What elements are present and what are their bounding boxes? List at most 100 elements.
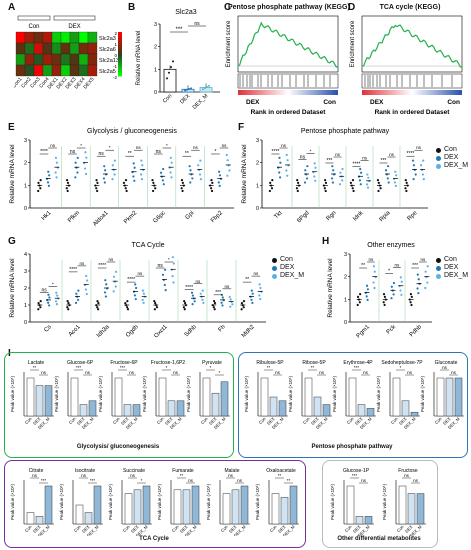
data-point [373,286,376,290]
heatmap-cell [69,64,80,77]
data-point [250,298,253,301]
y-tick-label: 3 [24,269,27,275]
data-point [180,179,184,182]
data-point [188,88,190,91]
sig-label: ns [136,145,142,150]
y-tick-label: 0 [24,320,27,326]
scale-tick: 0 [114,53,117,58]
data-point [366,298,369,301]
data-point [377,181,380,184]
data-point [169,171,172,174]
sig-label: ns [421,257,427,262]
data-point [139,173,143,176]
heatmap-panel: Con DEXSlc2a3Slc2a6Slc2a13Slc2a5Con1Con2C… [14,15,122,90]
heatmap-row-label: Slc2a13 [99,58,119,64]
y-tick-label: 0 [154,90,157,96]
y-tick-label: 2 [344,275,347,281]
data-point [306,177,309,180]
sig-label: ** [180,473,184,478]
data-point [390,285,393,288]
data-point [191,177,194,180]
legend-dot-dex [272,265,277,271]
x-tick-label: Con [73,524,82,533]
data-point [296,189,299,193]
bar [401,400,410,417]
sig-label: ns [41,370,47,375]
data-point [366,288,369,291]
bar [436,377,445,417]
data-point [210,187,213,190]
sig-label: ns [173,370,179,375]
y-axis-title: Peak value (×10⁵) [157,483,162,520]
data-point [220,301,223,304]
y-tick-label: 1 [154,67,157,73]
bar [304,377,313,417]
x-tick-label: DEX [164,416,174,426]
x-tick-label: DEX [32,416,42,426]
legend-dot-dex [436,155,441,161]
bar [355,516,364,525]
data-point [66,306,69,309]
data-point [221,304,224,307]
data-point [312,170,315,174]
sig-label: ns [81,473,87,478]
data-point [199,292,202,295]
sig-label: ns [224,284,230,289]
data-point [75,166,78,169]
x-tick-label: Pfkm [67,210,81,224]
sig-label: *** [354,365,360,370]
data-point [356,295,360,298]
data-point [341,167,344,171]
data-point [65,179,69,182]
bar [75,504,84,525]
data-point [102,177,106,180]
sig-label: * [388,269,390,275]
bar [445,377,454,417]
sig-label: * [210,365,212,370]
heatmap-cell [51,42,62,55]
scale-tick: -1 [113,64,117,69]
legend-label-con: Con [444,256,457,263]
bar [364,516,373,525]
data-point [352,189,355,193]
data-point [204,87,206,90]
scale-step [118,34,122,37]
bar [158,377,167,417]
x-tick-label: Idh3a [96,324,111,339]
data-point [153,299,156,303]
data-point [142,292,145,295]
sig-label: ns [158,263,164,269]
data-point [37,189,40,193]
panel-label-f: F [238,122,245,133]
sig-label: ns [70,149,76,155]
heatmap-cell [33,42,44,55]
data-point [133,179,136,182]
heatmap-cell [42,42,53,55]
chart-title: Glycolysis / gluconeogenesis [87,128,177,135]
x-tick-label: DEX [442,416,452,426]
data-point [170,161,173,164]
heatmap-cell [42,64,53,77]
sig-label: ns [108,257,114,262]
data-point [324,179,327,182]
x-tick-label: Pdhb [409,324,424,339]
data-point [37,181,40,184]
x-tick-label: Con [302,416,311,425]
x-tick-label: Hk1 [41,210,53,222]
data-point [189,169,192,172]
tca-box-label: TCA Cycle [139,536,169,542]
bar [410,411,419,417]
sig-label: ns [389,152,395,157]
data-point [212,306,215,309]
sig-label: ns [363,370,369,375]
data-point [113,159,116,162]
sig-label: ns [195,279,201,284]
data-point [168,166,171,169]
y-axis-title: Peak value (×10⁵) [59,483,64,520]
data-point [154,187,157,190]
data-point [286,159,289,162]
bar [260,377,269,417]
x-tick-label: Con [390,416,399,425]
scale-step [118,40,122,44]
